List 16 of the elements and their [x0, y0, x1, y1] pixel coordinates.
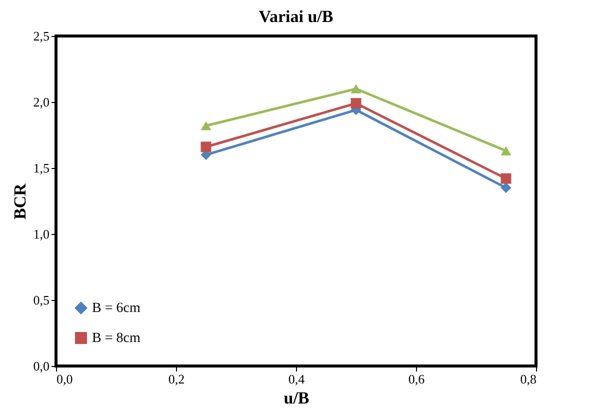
y-tick-label: 1,5 — [33, 160, 50, 176]
y-axis-title: BCR — [10, 182, 30, 220]
legend-label: B = 8cm — [92, 331, 140, 346]
chart-title: Variai u/B — [258, 7, 334, 26]
x-tick-label: 0,4 — [288, 372, 306, 386]
y-tick-label: 2,0 — [33, 94, 50, 110]
y-tick-label: 1,0 — [33, 226, 50, 242]
y-tick-label: 0,5 — [33, 292, 50, 308]
x-tick-label: 0,0 — [56, 372, 73, 386]
y-tick-label: 0,0 — [33, 358, 50, 374]
x-tick-label: 0,2 — [168, 372, 185, 386]
x-tick-label: 0,8 — [520, 372, 536, 386]
x-axis-title: u/B — [284, 388, 310, 408]
y-tick-label: 2,5 — [33, 28, 50, 44]
x-tick-label: 0,6 — [408, 372, 426, 386]
legend-label: B = 6cm — [92, 301, 140, 316]
